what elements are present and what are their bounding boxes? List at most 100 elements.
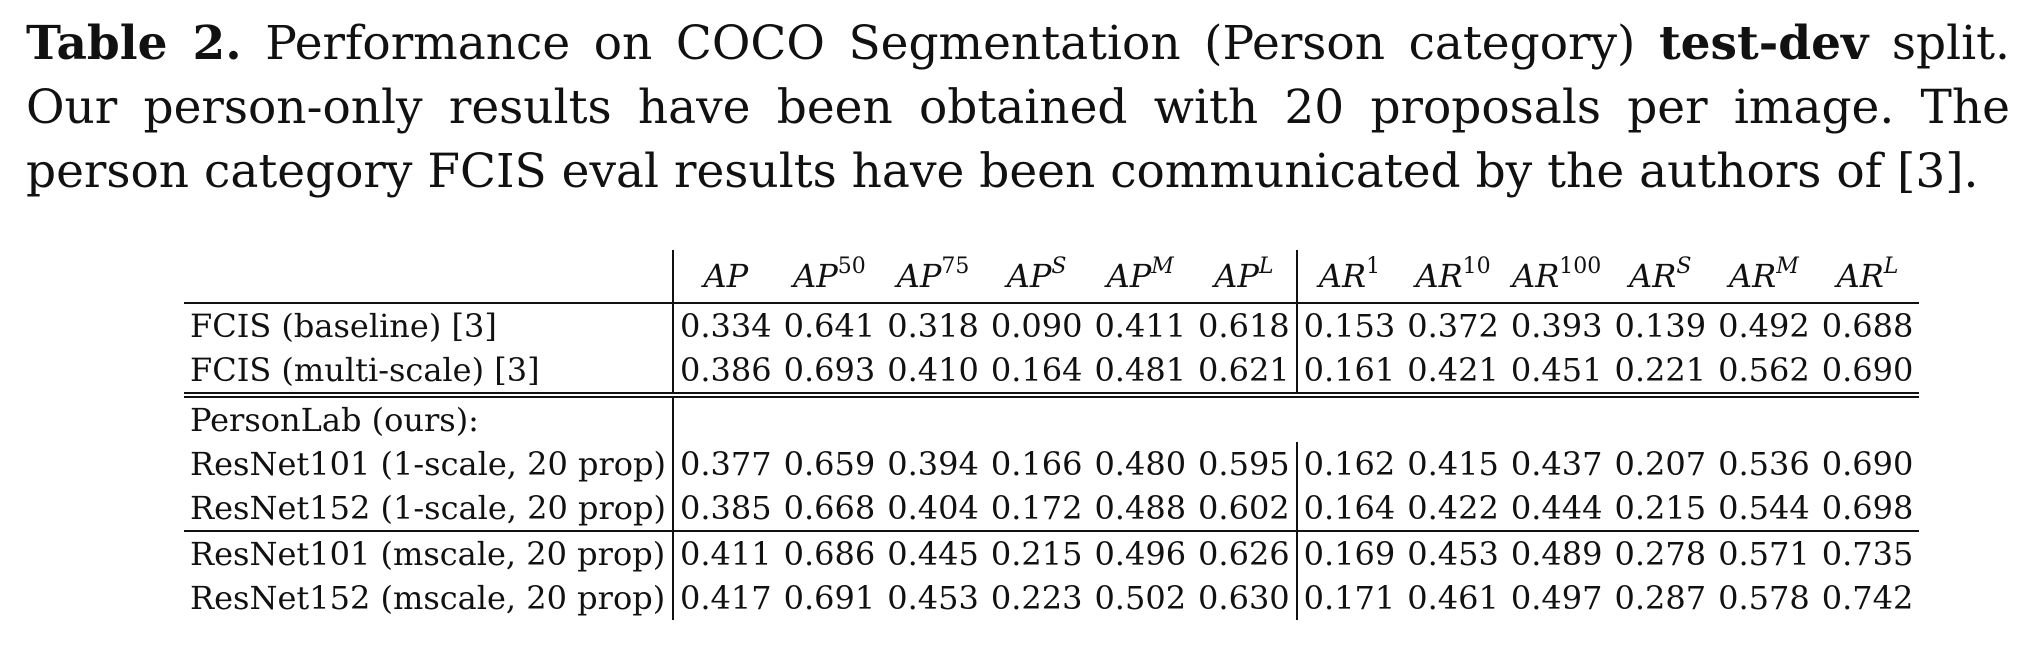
cell-ar10: 0.421 bbox=[1401, 348, 1505, 398]
cell-ar1: 0.161 bbox=[1296, 348, 1402, 398]
cell-arl: 0.688 bbox=[1821, 307, 1914, 345]
cell-ap75: 0.318 bbox=[887, 307, 979, 345]
cell-apm: 0.496 bbox=[1094, 535, 1187, 573]
cell-aps: 0.215 bbox=[990, 535, 1083, 573]
cell-ap50: 0.691 bbox=[783, 579, 876, 617]
cell-ar100: 0.451 bbox=[1504, 348, 1609, 398]
cell-ar1: 0.164 bbox=[1296, 486, 1402, 532]
cell-apm: 0.411 bbox=[1094, 307, 1187, 345]
cell-aps: 0.090 bbox=[990, 307, 1083, 345]
cell-ap50: 0.668 bbox=[777, 486, 882, 532]
caption-text-1: Performance on COCO Segmentation (Person… bbox=[241, 16, 1659, 71]
cell-ar100: 0.444 bbox=[1504, 486, 1609, 532]
cell-ars: 0.215 bbox=[1608, 486, 1713, 532]
cell-arl: 0.742 bbox=[1821, 579, 1914, 617]
row-label: FCIS (multi-scale) [3] bbox=[184, 348, 674, 398]
section-label: PersonLab (ours): bbox=[184, 395, 674, 442]
cell-ars: 0.221 bbox=[1608, 348, 1713, 398]
cell-ap50: 0.659 bbox=[783, 445, 876, 483]
empty-cell bbox=[1192, 395, 1297, 442]
cell-arm: 0.562 bbox=[1712, 348, 1816, 398]
cell-ap: 0.386 bbox=[673, 348, 778, 398]
table-row-fcis-baseline: FCIS (baseline) [3] 0.334 0.641 0.318 0.… bbox=[184, 303, 1919, 348]
header-ar10: AR10 bbox=[1401, 250, 1505, 304]
cell-ar100: 0.497 bbox=[1510, 579, 1603, 617]
cell-arl: 0.735 bbox=[1821, 535, 1914, 573]
cell-ars: 0.207 bbox=[1614, 445, 1707, 483]
cell-ap75: 0.445 bbox=[887, 535, 979, 573]
cell-aps: 0.164 bbox=[984, 348, 1089, 398]
cell-ar10: 0.422 bbox=[1401, 486, 1505, 532]
caption-text-2: split. Our person-only results have been… bbox=[26, 16, 2010, 199]
header-apl: APL bbox=[1192, 250, 1298, 304]
row-label: ResNet152 (mscale, 20 prop) bbox=[184, 576, 674, 620]
empty-cell bbox=[1505, 395, 1609, 442]
table-header-row: AP AP50 AP75 APS APM APL AR1 AR10 AR100 … bbox=[184, 250, 1920, 304]
cell-apl: 0.630 bbox=[1192, 576, 1298, 620]
header-ap50: AP50 bbox=[777, 250, 882, 304]
cell-apm: 0.502 bbox=[1094, 579, 1187, 617]
header-ars: ARS bbox=[1608, 250, 1713, 304]
cell-ap75: 0.453 bbox=[887, 579, 979, 617]
cell-ap75: 0.394 bbox=[887, 445, 979, 483]
cell-apl: 0.626 bbox=[1192, 531, 1298, 576]
header-ap75: AP75 bbox=[881, 250, 985, 304]
cell-ap: 0.385 bbox=[673, 486, 778, 532]
cell-aps: 0.223 bbox=[990, 579, 1083, 617]
cell-arm: 0.578 bbox=[1718, 579, 1810, 617]
results-table-container: AP AP50 AP75 APS APM APL AR1 AR10 AR100 … bbox=[184, 250, 1920, 620]
header-arl: ARL bbox=[1815, 250, 1920, 304]
cell-apm: 0.481 bbox=[1088, 348, 1193, 398]
cell-ap75: 0.404 bbox=[881, 486, 985, 532]
table-row-resnet101-1scale: ResNet101 (1-scale, 20 prop) 0.377 0.659… bbox=[184, 442, 1919, 486]
cell-arl: 0.698 bbox=[1815, 486, 1920, 532]
header-ap: AP bbox=[673, 250, 778, 304]
results-table: AP AP50 AP75 APS APM APL AR1 AR10 AR100 … bbox=[184, 250, 1920, 620]
table-row-fcis-multiscale: FCIS (multi-scale) [3] 0.386 0.693 0.410… bbox=[184, 348, 1920, 398]
table-row-resnet152-mscale: ResNet152 (mscale, 20 prop) 0.417 0.691 … bbox=[184, 576, 1919, 620]
header-ar100: AR100 bbox=[1504, 250, 1609, 304]
cell-ars: 0.287 bbox=[1614, 579, 1707, 617]
cell-ap: 0.377 bbox=[680, 445, 772, 483]
cell-ar100: 0.437 bbox=[1510, 445, 1603, 483]
cell-ap50: 0.641 bbox=[783, 307, 876, 345]
row-label: ResNet101 (1-scale, 20 prop) bbox=[184, 442, 674, 486]
empty-cell bbox=[673, 395, 778, 442]
cell-arm: 0.492 bbox=[1718, 307, 1810, 345]
header-method-cell bbox=[184, 250, 674, 304]
header-apm: APM bbox=[1088, 250, 1193, 304]
empty-cell bbox=[881, 395, 985, 442]
cell-apl: 0.621 bbox=[1192, 348, 1298, 398]
empty-cell bbox=[1401, 395, 1505, 442]
empty-cell bbox=[985, 395, 1089, 442]
cell-ap: 0.417 bbox=[680, 579, 772, 617]
empty-cell bbox=[1088, 395, 1192, 442]
cell-ap50: 0.693 bbox=[777, 348, 882, 398]
table-row-section-personlab: PersonLab (ours): bbox=[184, 395, 1919, 442]
empty-cell bbox=[778, 395, 882, 442]
cell-ar1: 0.169 bbox=[1303, 535, 1396, 573]
caption-label: Table 2. bbox=[26, 16, 242, 71]
cell-ar1: 0.153 bbox=[1303, 307, 1396, 345]
cell-arm: 0.571 bbox=[1718, 535, 1810, 573]
cell-ars: 0.139 bbox=[1614, 307, 1707, 345]
cell-ars: 0.278 bbox=[1614, 535, 1707, 573]
cell-arl: 0.690 bbox=[1821, 445, 1914, 483]
cell-arl: 0.690 bbox=[1815, 348, 1920, 398]
row-label: ResNet101 (mscale, 20 prop) bbox=[184, 531, 674, 576]
cell-ap75: 0.410 bbox=[881, 348, 985, 398]
cell-aps: 0.172 bbox=[984, 486, 1089, 532]
cell-ap: 0.411 bbox=[680, 535, 772, 573]
cell-arm: 0.544 bbox=[1712, 486, 1816, 532]
table-caption: Table 2. Performance on COCO Segmentatio… bbox=[26, 12, 2010, 204]
cell-ar10: 0.372 bbox=[1407, 307, 1499, 345]
empty-cell bbox=[1712, 395, 1816, 442]
row-label: ResNet152 (1-scale, 20 prop) bbox=[184, 486, 674, 532]
header-ar1: AR1 bbox=[1296, 250, 1402, 304]
table-row-resnet101-mscale: ResNet101 (mscale, 20 prop) 0.411 0.686 … bbox=[184, 531, 1919, 576]
cell-ar10: 0.453 bbox=[1407, 535, 1499, 573]
cell-arm: 0.536 bbox=[1718, 445, 1810, 483]
empty-cell bbox=[1297, 395, 1402, 442]
cell-ar100: 0.393 bbox=[1510, 307, 1603, 345]
cell-ar10: 0.461 bbox=[1407, 579, 1499, 617]
